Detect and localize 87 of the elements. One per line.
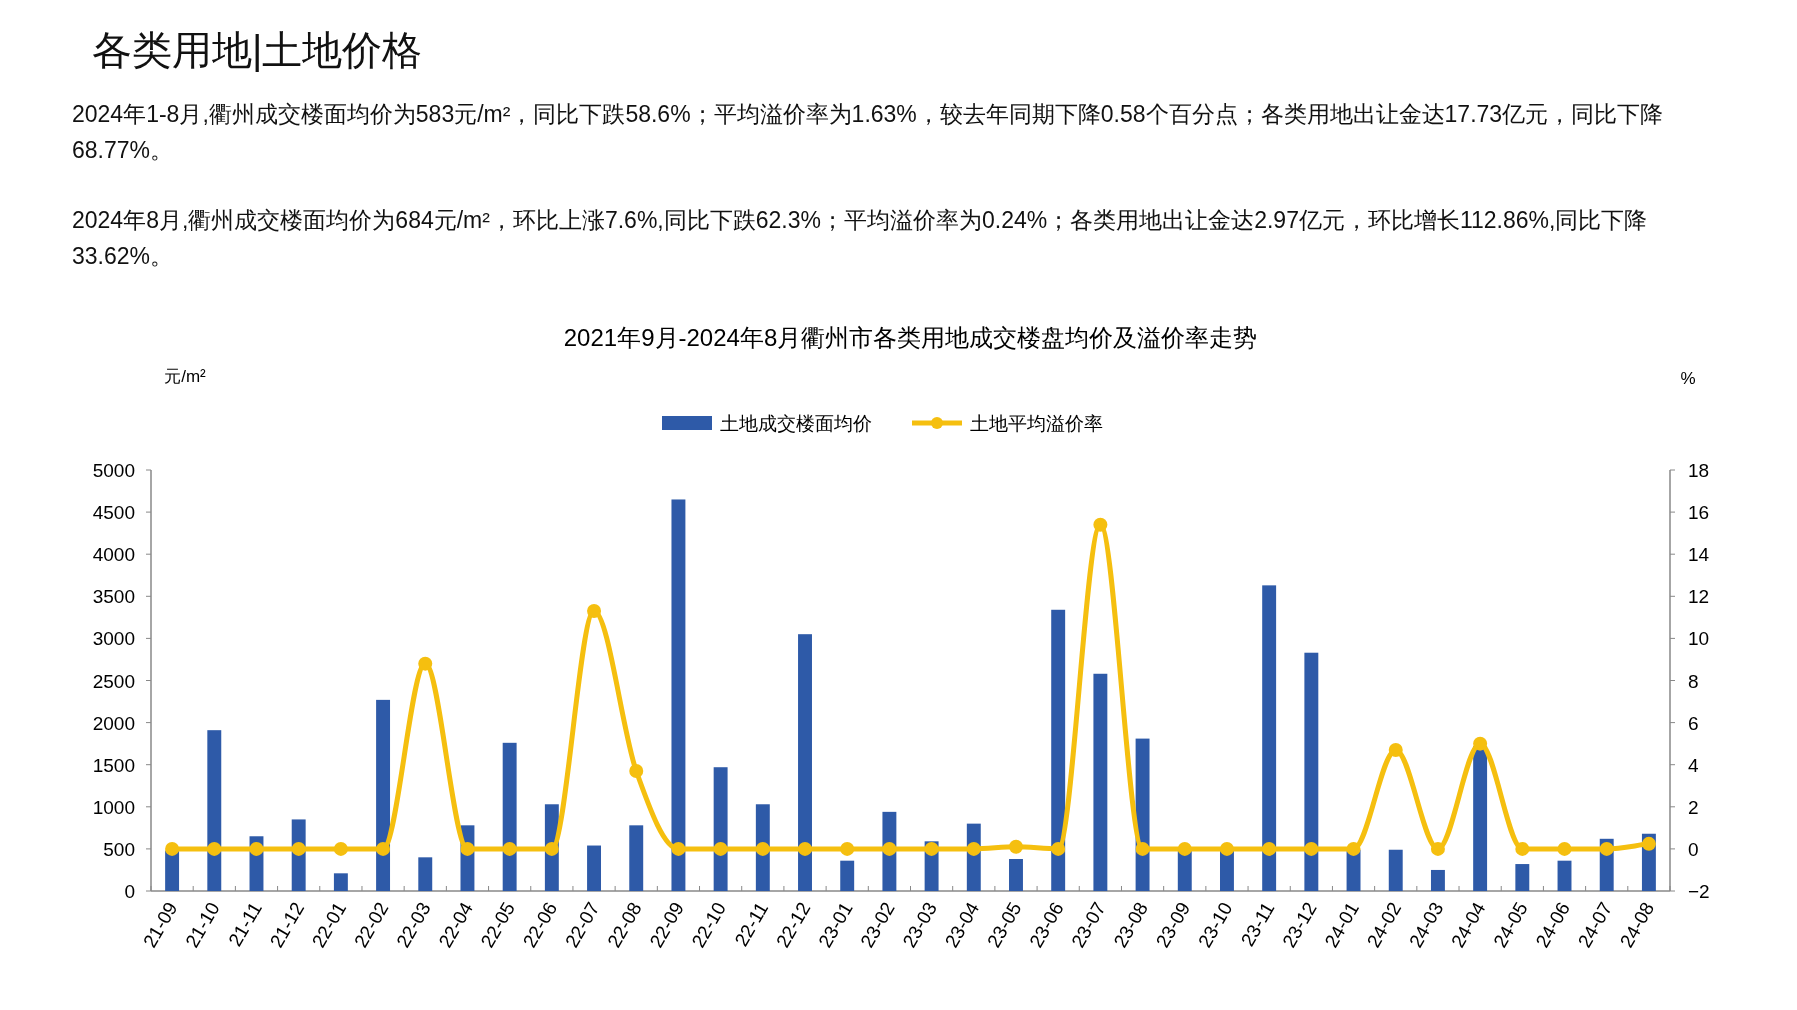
- point: [755, 841, 770, 856]
- bar: [207, 730, 222, 891]
- y-tick-label: 0: [124, 881, 135, 902]
- bar: [333, 873, 348, 891]
- y2-tick-label: 14: [1688, 544, 1710, 566]
- y2-tick-label: −2: [1688, 881, 1710, 902]
- point: [544, 841, 559, 856]
- bar: [418, 857, 433, 891]
- point: [966, 841, 981, 856]
- legend-label: 土地平均溢价率: [970, 413, 1103, 434]
- point: [798, 841, 813, 856]
- point: [376, 841, 391, 856]
- y2-tick-label: 8: [1688, 670, 1699, 692]
- bar: [1262, 585, 1277, 891]
- point: [671, 841, 686, 856]
- point: [1557, 841, 1572, 856]
- bar: [1430, 869, 1445, 891]
- point: [502, 841, 517, 856]
- y2-tick-label: 18: [1688, 460, 1710, 481]
- text: 2024年8月,衢州成交楼面均价为684元/m²，环比上涨7.6%,同比下跌62.3%；平均溢价率为0.24%；各类用地出让金达2.97亿元，环比增长112.86%,同比下降33.62%。: [72, 206, 1649, 271]
- point: [1177, 841, 1192, 856]
- y2-tick-label: 4: [1688, 754, 1699, 776]
- point: [1473, 736, 1488, 751]
- y2-tick-label: 6: [1688, 712, 1699, 734]
- chart-title: 2021年9月-2024年8月衢州市各类用地成交楼盘均价及溢价率走势: [563, 324, 1258, 351]
- text: 各类用地|土地价格: [92, 27, 423, 74]
- y2-tick-label: 0: [1688, 838, 1699, 860]
- bar: [1009, 859, 1023, 891]
- y-tick-label: 1500: [92, 754, 135, 776]
- point: [460, 841, 475, 856]
- point: [713, 841, 728, 856]
- y2-tick-label: 16: [1688, 502, 1710, 524]
- point: [1388, 742, 1403, 757]
- y2-tick-label: 2: [1688, 796, 1699, 818]
- point: [1219, 841, 1234, 856]
- point: [1051, 841, 1066, 856]
- y-tick-label: 4000: [92, 544, 135, 566]
- bar: [1388, 849, 1403, 891]
- bar: [587, 845, 601, 891]
- point: [1262, 841, 1277, 856]
- y-tick-label: 500: [103, 838, 135, 860]
- point: [291, 841, 306, 856]
- point: [1304, 841, 1319, 856]
- point: [1430, 841, 1445, 856]
- point: [1008, 839, 1023, 854]
- y2-tick-label: 10: [1688, 628, 1710, 650]
- text: 2024年1-8月,衢州成交楼面均价为583元/m²，同比下跌58.6%；平均溢价率为1.63%，较去年同期下降0.58个百分点；各类用地出让金达17.73亿元，同比下降68.77%。: [72, 100, 1665, 165]
- point: [840, 841, 855, 856]
- y-tick-label: 1000: [92, 796, 135, 818]
- y-tick-label: 4500: [92, 502, 135, 524]
- y2-axis-title: %: [1680, 369, 1696, 388]
- bar: [1557, 860, 1572, 891]
- point: [1515, 841, 1530, 856]
- point: [249, 841, 264, 856]
- point: [1346, 841, 1361, 856]
- bar: [376, 699, 391, 891]
- bar: [713, 767, 728, 891]
- legend-label: 土地成交楼面均价: [720, 413, 872, 434]
- point: [1093, 517, 1108, 532]
- point: [882, 841, 897, 856]
- point: [629, 764, 644, 779]
- y-tick-label: 5000: [92, 460, 135, 481]
- bar: [671, 499, 686, 891]
- bar: [1304, 652, 1319, 891]
- point: [1641, 836, 1656, 851]
- y2-tick-label: 12: [1688, 586, 1710, 608]
- point: [207, 841, 222, 856]
- y-tick-label: 3500: [92, 586, 135, 608]
- point: [1599, 841, 1614, 856]
- point: [165, 841, 180, 856]
- bar: [798, 634, 812, 891]
- bar: [165, 850, 180, 891]
- bar: [840, 860, 855, 891]
- bar: [1515, 864, 1530, 891]
- bar: [502, 742, 517, 891]
- y-tick-label: 2500: [92, 670, 135, 692]
- point: [924, 841, 939, 856]
- point: [1135, 841, 1150, 856]
- point: [333, 841, 348, 856]
- y-axis-title: 元/m²: [164, 367, 207, 386]
- bar: [1051, 609, 1066, 891]
- y-tick-label: 3000: [92, 628, 135, 650]
- bar: [629, 825, 644, 891]
- y-tick-label: 2000: [92, 712, 135, 734]
- bar: [1093, 673, 1108, 891]
- point: [587, 604, 602, 619]
- point: [418, 656, 433, 671]
